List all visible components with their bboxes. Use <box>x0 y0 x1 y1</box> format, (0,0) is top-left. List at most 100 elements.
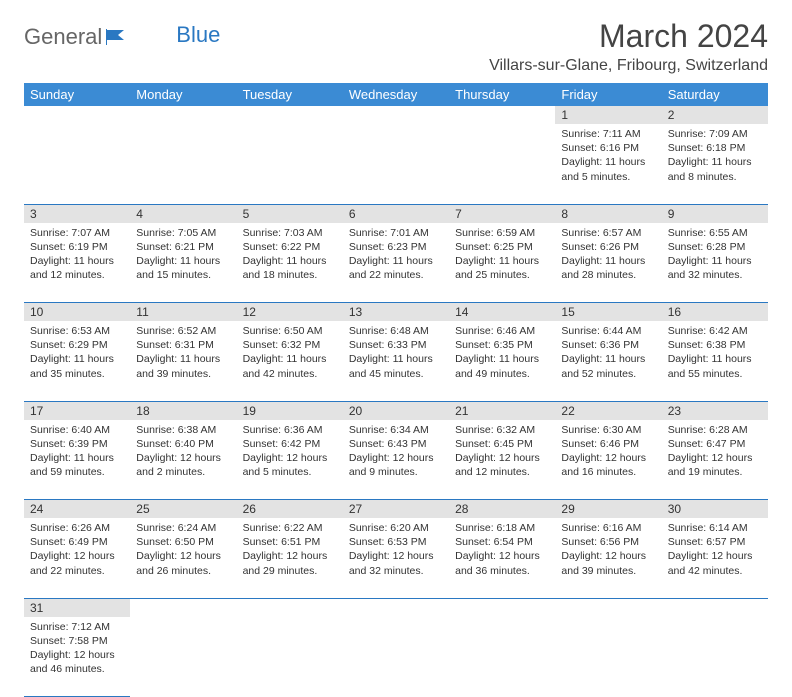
calendar-cell <box>343 124 449 204</box>
day-number: 30 <box>662 500 768 518</box>
cell-content: Sunrise: 6:34 AMSunset: 6:43 PMDaylight:… <box>343 420 449 484</box>
calendar-cell <box>24 124 130 204</box>
content-row: Sunrise: 6:26 AMSunset: 6:49 PMDaylight:… <box>24 518 768 598</box>
cell-daylight: Daylight: 11 hours and 52 minutes. <box>561 352 655 380</box>
cell-sunset: Sunset: 6:32 PM <box>243 338 337 352</box>
cell-sunset: Sunset: 6:28 PM <box>668 240 762 254</box>
calendar-cell: Sunrise: 7:05 AMSunset: 6:21 PMDaylight:… <box>130 223 236 303</box>
daynum-cell: 17 <box>24 401 130 420</box>
weekday-header: Thursday <box>449 83 555 106</box>
daynum-cell: 20 <box>343 401 449 420</box>
weekday-header-row: SundayMondayTuesdayWednesdayThursdayFrid… <box>24 83 768 106</box>
calendar-table: SundayMondayTuesdayWednesdayThursdayFrid… <box>24 83 768 697</box>
calendar-cell: Sunrise: 6:38 AMSunset: 6:40 PMDaylight:… <box>130 420 236 500</box>
cell-content: Sunrise: 6:28 AMSunset: 6:47 PMDaylight:… <box>662 420 768 484</box>
daynum-cell: 14 <box>449 303 555 322</box>
cell-daylight: Daylight: 11 hours and 32 minutes. <box>668 254 762 282</box>
calendar-cell: Sunrise: 7:12 AMSunset: 7:58 PMDaylight:… <box>24 617 130 697</box>
cell-content: Sunrise: 6:48 AMSunset: 6:33 PMDaylight:… <box>343 321 449 385</box>
cell-sunset: Sunset: 6:36 PM <box>561 338 655 352</box>
cell-content: Sunrise: 6:14 AMSunset: 6:57 PMDaylight:… <box>662 518 768 582</box>
day-number: 13 <box>343 303 449 321</box>
cell-sunset: Sunset: 6:53 PM <box>349 535 443 549</box>
cell-sunrise: Sunrise: 6:48 AM <box>349 324 443 338</box>
daynum-row: 17181920212223 <box>24 401 768 420</box>
cell-daylight: Daylight: 12 hours and 42 minutes. <box>668 549 762 577</box>
cell-daylight: Daylight: 12 hours and 32 minutes. <box>349 549 443 577</box>
cell-daylight: Daylight: 11 hours and 45 minutes. <box>349 352 443 380</box>
cell-daylight: Daylight: 12 hours and 16 minutes. <box>561 451 655 479</box>
cell-content: Sunrise: 6:42 AMSunset: 6:38 PMDaylight:… <box>662 321 768 385</box>
cell-sunrise: Sunrise: 7:12 AM <box>30 620 124 634</box>
calendar-cell: Sunrise: 6:20 AMSunset: 6:53 PMDaylight:… <box>343 518 449 598</box>
day-number: 29 <box>555 500 661 518</box>
cell-sunset: Sunset: 6:42 PM <box>243 437 337 451</box>
cell-sunrise: Sunrise: 6:14 AM <box>668 521 762 535</box>
day-number <box>343 106 449 124</box>
daynum-cell: 6 <box>343 204 449 223</box>
weekday-header: Saturday <box>662 83 768 106</box>
day-number <box>343 599 449 617</box>
daynum-cell: 11 <box>130 303 236 322</box>
daynum-row: 10111213141516 <box>24 303 768 322</box>
cell-daylight: Daylight: 11 hours and 15 minutes. <box>136 254 230 282</box>
daynum-cell: 12 <box>237 303 343 322</box>
cell-content: Sunrise: 7:01 AMSunset: 6:23 PMDaylight:… <box>343 223 449 287</box>
cell-daylight: Daylight: 12 hours and 39 minutes. <box>561 549 655 577</box>
cell-sunset: Sunset: 6:25 PM <box>455 240 549 254</box>
day-number: 9 <box>662 205 768 223</box>
cell-sunset: Sunset: 6:45 PM <box>455 437 549 451</box>
cell-daylight: Daylight: 12 hours and 9 minutes. <box>349 451 443 479</box>
day-number: 14 <box>449 303 555 321</box>
daynum-cell: 26 <box>237 500 343 519</box>
cell-daylight: Daylight: 12 hours and 12 minutes. <box>455 451 549 479</box>
calendar-cell: Sunrise: 6:57 AMSunset: 6:26 PMDaylight:… <box>555 223 661 303</box>
calendar-cell: Sunrise: 7:01 AMSunset: 6:23 PMDaylight:… <box>343 223 449 303</box>
cell-sunset: Sunset: 7:58 PM <box>30 634 124 648</box>
cell-content: Sunrise: 6:38 AMSunset: 6:40 PMDaylight:… <box>130 420 236 484</box>
cell-sunset: Sunset: 6:54 PM <box>455 535 549 549</box>
calendar-cell: Sunrise: 6:52 AMSunset: 6:31 PMDaylight:… <box>130 321 236 401</box>
cell-sunset: Sunset: 6:56 PM <box>561 535 655 549</box>
day-number <box>449 599 555 617</box>
calendar-cell: Sunrise: 6:22 AMSunset: 6:51 PMDaylight:… <box>237 518 343 598</box>
calendar-cell: Sunrise: 7:11 AMSunset: 6:16 PMDaylight:… <box>555 124 661 204</box>
calendar-cell: Sunrise: 6:40 AMSunset: 6:39 PMDaylight:… <box>24 420 130 500</box>
calendar-cell: Sunrise: 7:03 AMSunset: 6:22 PMDaylight:… <box>237 223 343 303</box>
content-row: Sunrise: 6:40 AMSunset: 6:39 PMDaylight:… <box>24 420 768 500</box>
calendar-cell: Sunrise: 7:07 AMSunset: 6:19 PMDaylight:… <box>24 223 130 303</box>
cell-content: Sunrise: 6:26 AMSunset: 6:49 PMDaylight:… <box>24 518 130 582</box>
cell-daylight: Daylight: 11 hours and 55 minutes. <box>668 352 762 380</box>
day-number: 27 <box>343 500 449 518</box>
daynum-row: 12 <box>24 106 768 124</box>
calendar-cell: Sunrise: 6:36 AMSunset: 6:42 PMDaylight:… <box>237 420 343 500</box>
content-row: Sunrise: 7:07 AMSunset: 6:19 PMDaylight:… <box>24 223 768 303</box>
daynum-cell <box>555 598 661 617</box>
day-number: 3 <box>24 205 130 223</box>
cell-sunset: Sunset: 6:23 PM <box>349 240 443 254</box>
cell-sunrise: Sunrise: 6:42 AM <box>668 324 762 338</box>
day-number: 11 <box>130 303 236 321</box>
daynum-cell: 5 <box>237 204 343 223</box>
cell-sunset: Sunset: 6:33 PM <box>349 338 443 352</box>
cell-content: Sunrise: 6:30 AMSunset: 6:46 PMDaylight:… <box>555 420 661 484</box>
cell-sunrise: Sunrise: 7:03 AM <box>243 226 337 240</box>
daynum-cell: 29 <box>555 500 661 519</box>
cell-sunset: Sunset: 6:50 PM <box>136 535 230 549</box>
daynum-cell <box>449 106 555 124</box>
daynum-cell <box>662 598 768 617</box>
calendar-cell: Sunrise: 6:30 AMSunset: 6:46 PMDaylight:… <box>555 420 661 500</box>
cell-sunset: Sunset: 6:18 PM <box>668 141 762 155</box>
cell-sunrise: Sunrise: 6:34 AM <box>349 423 443 437</box>
cell-sunrise: Sunrise: 6:57 AM <box>561 226 655 240</box>
day-number: 19 <box>237 402 343 420</box>
cell-content: Sunrise: 6:59 AMSunset: 6:25 PMDaylight:… <box>449 223 555 287</box>
cell-content: Sunrise: 7:05 AMSunset: 6:21 PMDaylight:… <box>130 223 236 287</box>
cell-sunrise: Sunrise: 6:24 AM <box>136 521 230 535</box>
daynum-row: 24252627282930 <box>24 500 768 519</box>
day-number <box>662 599 768 617</box>
day-number: 17 <box>24 402 130 420</box>
cell-sunrise: Sunrise: 6:26 AM <box>30 521 124 535</box>
calendar-cell: Sunrise: 6:44 AMSunset: 6:36 PMDaylight:… <box>555 321 661 401</box>
cell-sunset: Sunset: 6:31 PM <box>136 338 230 352</box>
